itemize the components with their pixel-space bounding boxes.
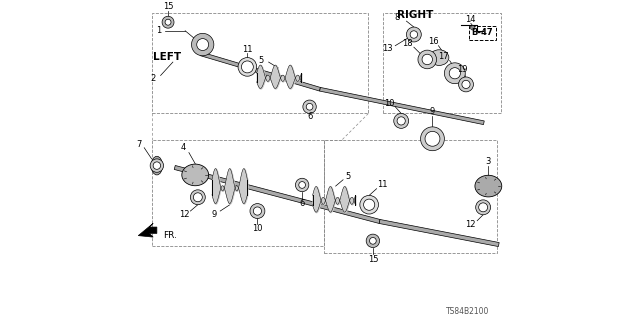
Circle shape	[394, 114, 409, 128]
Circle shape	[422, 54, 433, 65]
Text: TS84B2100: TS84B2100	[446, 307, 490, 316]
FancyBboxPatch shape	[469, 26, 496, 40]
Circle shape	[303, 100, 316, 114]
Text: 11: 11	[242, 45, 253, 54]
Ellipse shape	[429, 50, 449, 65]
Circle shape	[425, 131, 440, 146]
Polygon shape	[138, 223, 157, 237]
Text: 6: 6	[307, 112, 312, 121]
Circle shape	[406, 27, 421, 42]
Circle shape	[190, 190, 205, 205]
Circle shape	[193, 193, 202, 202]
Text: 2: 2	[150, 74, 156, 83]
Text: 10: 10	[252, 224, 262, 233]
Circle shape	[296, 178, 309, 192]
Circle shape	[238, 58, 257, 76]
Circle shape	[253, 207, 262, 215]
Text: 14: 14	[465, 15, 476, 24]
Circle shape	[418, 50, 436, 69]
Text: 13: 13	[383, 44, 393, 53]
Text: 5: 5	[346, 172, 351, 181]
Polygon shape	[200, 52, 321, 91]
Circle shape	[162, 16, 174, 28]
Polygon shape	[380, 219, 499, 247]
Text: 9: 9	[430, 107, 435, 116]
Polygon shape	[319, 87, 484, 125]
Text: 12: 12	[465, 220, 476, 229]
Circle shape	[196, 39, 209, 50]
Circle shape	[476, 200, 491, 215]
Text: 15: 15	[163, 2, 173, 11]
Circle shape	[366, 234, 380, 248]
Circle shape	[479, 203, 488, 212]
Circle shape	[462, 80, 470, 88]
Circle shape	[397, 117, 405, 125]
Circle shape	[150, 159, 164, 172]
Ellipse shape	[151, 156, 163, 175]
Circle shape	[250, 204, 265, 219]
Circle shape	[449, 68, 460, 79]
Text: 19: 19	[457, 65, 468, 74]
Text: 1: 1	[156, 26, 162, 35]
Text: 17: 17	[438, 52, 449, 61]
Text: 5: 5	[259, 56, 264, 65]
Circle shape	[299, 182, 305, 188]
Circle shape	[364, 199, 375, 210]
Text: 3: 3	[486, 157, 491, 166]
Circle shape	[306, 103, 313, 110]
Circle shape	[165, 19, 171, 25]
Text: RIGHT: RIGHT	[397, 10, 433, 20]
Text: 6: 6	[300, 199, 305, 208]
Text: 8: 8	[395, 13, 400, 22]
Text: 10: 10	[383, 99, 394, 108]
Text: B-47: B-47	[471, 28, 493, 37]
Ellipse shape	[475, 175, 502, 197]
Polygon shape	[174, 166, 380, 223]
Circle shape	[191, 33, 214, 56]
Ellipse shape	[182, 164, 209, 186]
Text: 12: 12	[179, 210, 189, 219]
Text: LEFT: LEFT	[153, 52, 181, 62]
Circle shape	[470, 26, 475, 30]
Circle shape	[241, 61, 253, 73]
Ellipse shape	[193, 37, 212, 52]
Text: 15: 15	[367, 255, 378, 264]
Text: 16: 16	[428, 37, 439, 47]
Text: 4: 4	[180, 143, 186, 152]
Circle shape	[444, 63, 465, 84]
Circle shape	[360, 196, 378, 214]
Circle shape	[153, 162, 161, 169]
Circle shape	[410, 31, 417, 38]
Circle shape	[458, 77, 474, 92]
Circle shape	[369, 237, 376, 244]
Text: 18: 18	[402, 39, 413, 48]
Text: 9: 9	[211, 210, 216, 219]
Text: FR.: FR.	[163, 231, 177, 240]
Circle shape	[420, 127, 444, 151]
Text: 7: 7	[137, 139, 142, 149]
Text: 11: 11	[378, 181, 388, 189]
